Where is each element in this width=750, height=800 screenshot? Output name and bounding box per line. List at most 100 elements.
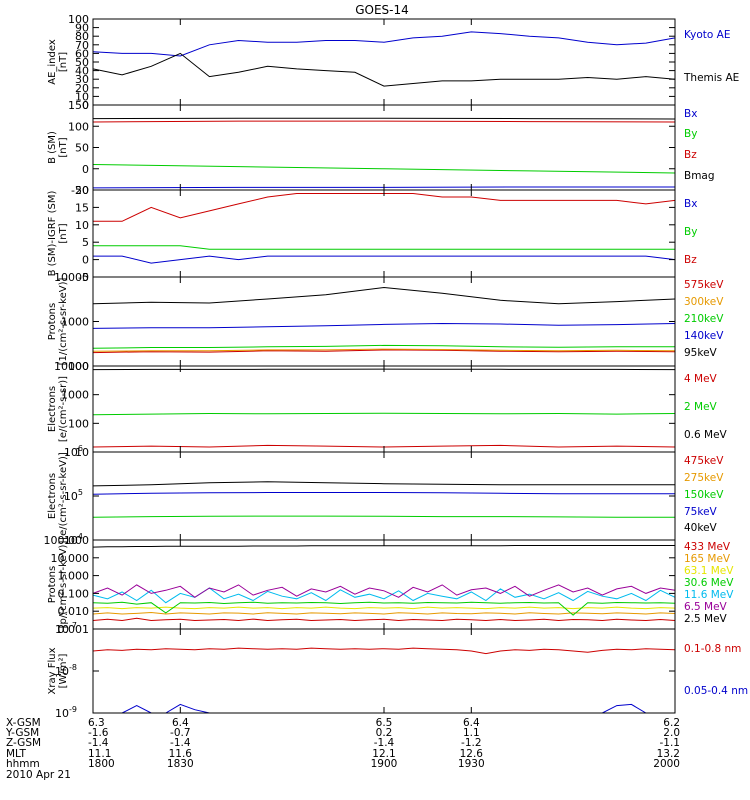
ephem-value-4-3: 1930	[458, 758, 485, 770]
ephem-value-1-3: 1.1	[463, 727, 480, 739]
series-bsm-2	[92, 120, 676, 123]
legend-protons_low-2: 210keV	[684, 313, 724, 325]
ytick-label-ae-7: 70	[75, 39, 89, 52]
ytick-label-bigrf-0: -5	[78, 271, 89, 284]
ephem-value-1-2: 0.2	[376, 727, 393, 739]
series-protons_low-0	[92, 349, 676, 354]
legend-electrons_kev-2: 150keV	[684, 489, 724, 501]
ephem-label-0: X-GSM	[6, 717, 41, 729]
ytick-label-bsm-4: 150	[68, 99, 89, 112]
ytick-label-electrons_mev-2: 1000	[61, 389, 89, 402]
ytick-label-xray-0: 10-9	[55, 705, 77, 720]
ephem-value-3-3: 12.6	[460, 748, 484, 760]
ephem-label-2: Z-GSM	[6, 737, 41, 749]
frame-bigrf	[92, 189, 676, 278]
ytick-exp-xray-2: -7	[69, 621, 77, 630]
legend-electrons_kev-3: 75keV	[684, 506, 718, 518]
legend-electrons_mev-0: 4 MeV	[684, 373, 718, 385]
series-protons_mev-5	[92, 584, 676, 598]
ytick-label-ae-5: 50	[75, 56, 89, 69]
frame-electrons_kev	[92, 451, 676, 541]
ytick-exp-electrons_kev-0: 4	[78, 532, 83, 541]
ephem-label-1: Y-GSM	[5, 727, 39, 739]
legend-electrons_kev-0: 475keV	[684, 455, 724, 467]
legend-protons_mev-4: 11.6 MeV	[684, 589, 734, 601]
ephem-value-0-0: 6.3	[88, 717, 105, 729]
ytick-label-electrons_mev-3: 10000	[54, 360, 89, 373]
panels: 0102030405060708090100AE_index[nT]Kyoto …	[44, 13, 749, 720]
series-protons_low-1	[92, 348, 676, 352]
ylabel-protons_mev: Protons[p/(cm²-s-sr-keV)]	[47, 541, 69, 629]
legend-electrons_kev-1: 275keV	[684, 472, 724, 484]
ylabel-line-bsm-0: B (SM)	[47, 131, 58, 164]
series-electrons_kev-3	[92, 492, 675, 495]
ylabel-line-protons_mev-1: [p/(cm²-s-sr-keV)]	[58, 541, 69, 629]
ylabel-ae: AE_index[nT]	[47, 39, 69, 85]
panel-protons_mev: 0.0010.0100.1001.00010.000100.000Protons…	[44, 534, 735, 636]
ytick-label-protons_mev-5: 100.000	[44, 534, 90, 547]
ephem-value-3-2: 12.1	[372, 748, 395, 760]
ephem-label-4: hhmm	[6, 758, 40, 770]
ylabel-line-xray-0: Xray Flux	[47, 647, 58, 694]
ytick-label-protons_low-2: 10000	[54, 271, 89, 284]
frame-ae	[92, 18, 676, 106]
series-bigrf-0	[93, 255, 676, 264]
ephem-value-0-3: 6.4	[463, 717, 480, 729]
ylabel-line-bsm-1: [nT]	[58, 137, 69, 157]
ytick-label-ae-0: 0	[82, 99, 89, 112]
ephem-value-4-2: 1900	[371, 758, 398, 770]
ylabel-line-bigrf-0: B (SM)-IGRF (SM)	[47, 191, 58, 277]
series-protons_mev-4	[92, 587, 676, 604]
ytick-exp-xray-1: -8	[69, 663, 77, 672]
ytick-label-protons_mev-3: 1.000	[58, 570, 90, 583]
ephem-value-3-4: 13.2	[657, 748, 680, 760]
legend-protons_low-1: 300keV	[684, 296, 724, 308]
ylabel-electrons_mev: Electrons[e/(cm²-s-sr)]	[47, 376, 69, 442]
ytick-label-ae-4: 40	[75, 65, 89, 78]
series-ae-1	[92, 52, 676, 87]
ephem-value-4-1: 1830	[167, 758, 194, 770]
ytick-exp-electrons_kev-1: 5	[78, 488, 83, 497]
ytick-exp-xray-0: -9	[69, 705, 77, 714]
series-electrons_kev-4	[92, 481, 675, 487]
ephem-value-1-1: -0.7	[170, 727, 191, 739]
legend-protons_mev-6: 2.5 MeV	[684, 613, 728, 625]
ylabel-line-xray-1: [W/m²]	[58, 653, 69, 688]
ephem-value-3-0: 11.1	[88, 748, 111, 760]
ephem-value-2-1: -1.4	[170, 737, 191, 749]
figure-title: GOES-14	[355, 3, 409, 17]
ytick-label-bigrf-3: 10	[75, 219, 89, 232]
legend-bigrf-2: Bz	[684, 254, 697, 266]
ytick-label-bigrf-2: 5	[82, 236, 89, 249]
frame-xray	[92, 628, 676, 714]
ylabel-line-electrons_kev-0: Electrons	[47, 473, 58, 519]
legend-xray-1: 0.05-0.4 nm	[684, 685, 748, 697]
legend-bigrf-1: By	[684, 226, 697, 238]
ytick-label-electrons_mev-0: 10	[75, 446, 89, 459]
legend-protons_mev-2: 63.1 MeV	[684, 565, 734, 577]
ytick-label-protons_mev-4: 10.000	[51, 552, 90, 565]
series-ae-0	[92, 31, 676, 57]
ephem-value-2-3: -1.2	[461, 737, 482, 749]
series-bigrf-2	[93, 193, 676, 222]
ephem-value-4-4: 2000	[653, 758, 680, 770]
ylabel-line-electrons_mev-0: Electrons	[47, 386, 58, 432]
ylabel-protons_low: Protons[1/(cm²-s-sr-keV)]	[47, 278, 69, 366]
series-xray-0	[92, 647, 676, 655]
legend-bsm-2: Bz	[684, 149, 697, 161]
ephem-date: 2010 Apr 21	[6, 769, 71, 781]
legend-bigrf-0: Bx	[684, 198, 697, 210]
ylabel-line-bigrf-1: [nT]	[58, 223, 69, 243]
frame-protons_low	[92, 276, 676, 367]
ytick-label-bsm-2: 50	[75, 142, 89, 155]
ytick-label-bsm-1: 0	[82, 163, 89, 176]
frame-electrons_mev	[92, 365, 676, 453]
legend-electrons_mev-2: 0.6 MeV	[684, 429, 728, 441]
series-electrons_kev-2	[92, 515, 675, 518]
ephem-value-1-0: -1.6	[88, 727, 109, 739]
legend-protons_low-4: 95keV	[684, 347, 718, 359]
